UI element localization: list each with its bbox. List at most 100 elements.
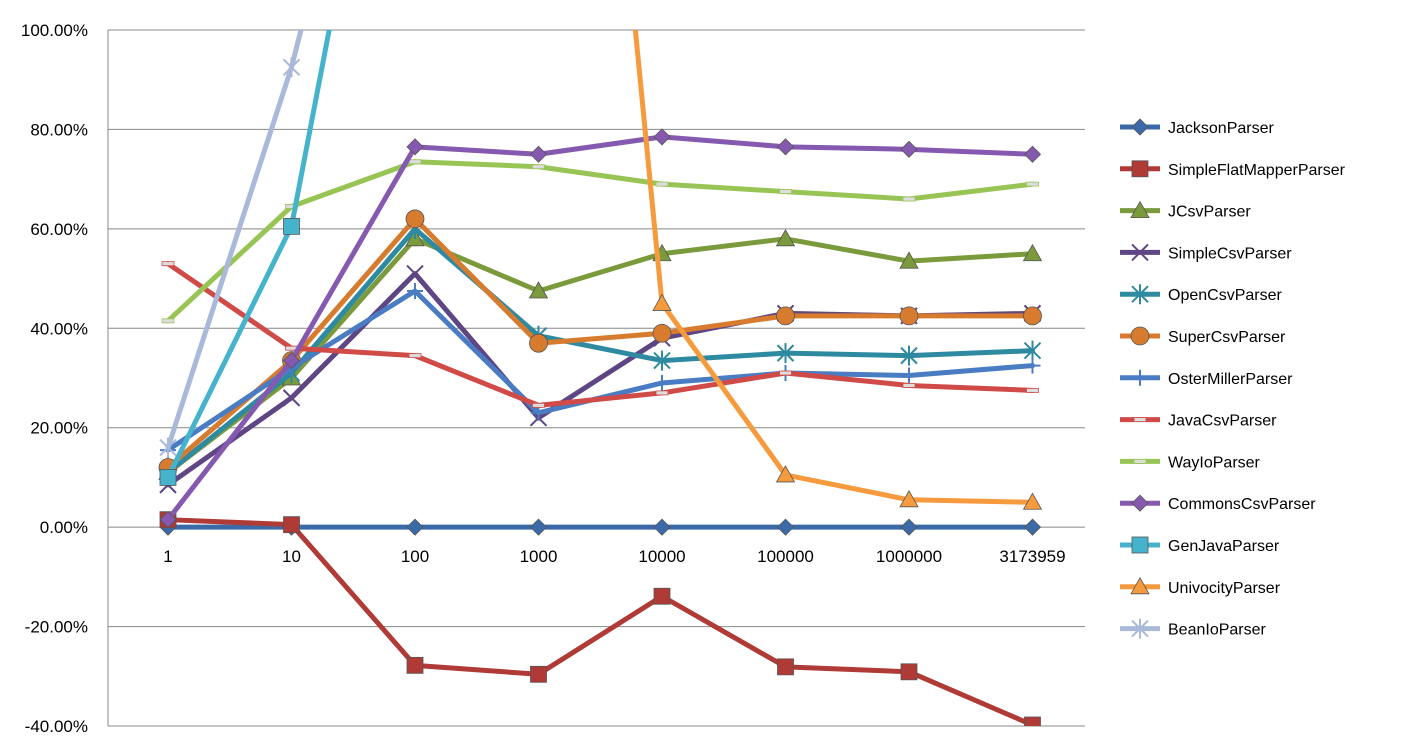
legend-item: SimpleCsvParser (1120, 243, 1292, 262)
data-point-marker (529, 333, 548, 353)
data-point-marker (775, 465, 796, 483)
data-point-marker (779, 370, 792, 376)
series-line (165, 159, 1035, 324)
series-line (165, 517, 1035, 726)
data-point-marker (899, 306, 919, 326)
x-tick-label: 100000 (757, 547, 814, 566)
data-point-marker (1023, 145, 1042, 163)
legend-label: CommonsCsvParser (1168, 496, 1316, 513)
data-point-marker (902, 196, 916, 202)
legend-item: SuperCsvParser (1120, 326, 1286, 346)
data-point-marker (902, 383, 916, 388)
data-point-marker (406, 656, 424, 674)
data-point-marker (282, 57, 301, 78)
series-UnivocityParser (632, 30, 1043, 510)
legend-swatch-marker (1131, 494, 1149, 512)
series-line (165, 216, 1035, 470)
data-point-marker (408, 159, 422, 165)
data-point-marker (776, 343, 795, 364)
x-axis-ticks: 1 10 100 1000 10000 100000 1000000 3173959 (163, 547, 1065, 566)
legend-swatch-marker (1131, 536, 1149, 554)
data-point-marker (159, 437, 177, 458)
data-point-marker (528, 281, 549, 299)
data-point-marker (1026, 181, 1039, 187)
data-point-marker (775, 228, 796, 247)
legend-label: SimpleCsvParser (1168, 245, 1292, 262)
legend-swatch-marker (1133, 417, 1147, 423)
x-tick-label: 10000 (638, 547, 685, 566)
legend-item: WayIoParser (1120, 454, 1261, 471)
series-SuperCsvParser (158, 209, 1042, 477)
data-point-marker (901, 367, 917, 384)
series-JavaCsvParser (161, 261, 1039, 408)
legend-swatch-marker (1131, 618, 1149, 639)
data-point-marker (653, 587, 671, 605)
data-point-marker (655, 181, 669, 187)
legend-swatch-marker (1132, 369, 1148, 386)
data-point-marker (1023, 306, 1042, 326)
data-point-marker (653, 518, 671, 536)
data-point-marker (1023, 340, 1042, 361)
data-point-marker (1023, 518, 1042, 536)
data-point-marker (406, 518, 424, 536)
data-point-marker (900, 345, 918, 366)
data-point-marker (653, 350, 671, 371)
data-point-marker (777, 658, 794, 676)
series-line (165, 134, 1035, 523)
legend-swatch-marker (1130, 576, 1150, 595)
legend-label: JacksonParser (1168, 120, 1274, 137)
series-GenJavaParser (159, 30, 332, 486)
data-point-marker (900, 663, 918, 681)
legend-label: BeanIoParser (1168, 622, 1267, 639)
y-tick-label: 100.00% (21, 21, 88, 40)
legend-label: JCsvParser (1168, 204, 1251, 221)
legend-label: GenJavaParser (1168, 538, 1280, 555)
legend-item: SimpleFlatMapperParser (1120, 160, 1346, 179)
legend-label: JavaCsvParser (1168, 413, 1277, 430)
legend-item: BeanIoParser (1120, 618, 1267, 639)
legend-swatch-marker (1130, 326, 1150, 346)
y-tick-label: 80.00% (30, 120, 88, 139)
data-point-marker (283, 516, 300, 534)
x-tick-label: 1000000 (876, 547, 942, 566)
x-tick-label: 1 (163, 547, 172, 566)
series-line (165, 261, 1035, 408)
data-point-marker (655, 390, 669, 396)
legend-item: OsterMillerParser (1120, 369, 1293, 388)
data-point-marker (529, 145, 548, 163)
data-point-marker (406, 264, 424, 283)
legend-swatch-marker (1133, 458, 1147, 464)
data-point-marker (899, 489, 919, 508)
data-point-marker (161, 318, 175, 324)
y-tick-label: -40.00% (25, 717, 88, 736)
legend-swatch-marker (1130, 200, 1150, 219)
legend-label: OsterMillerParser (1168, 371, 1293, 388)
y-axis-ticks: -40.00% -20.00% 0.00% 20.00% 40.00% 60.00% 80.… (21, 21, 88, 736)
data-point-marker (529, 518, 548, 536)
data-point-marker (1024, 716, 1041, 726)
y-tick-label: 20.00% (30, 419, 88, 438)
data-point-marker (405, 209, 425, 229)
data-point-marker (652, 323, 672, 343)
data-point-marker (654, 374, 670, 391)
y-tick-label: 40.00% (30, 319, 88, 338)
data-point-marker (1022, 492, 1043, 510)
data-point-marker (900, 140, 918, 158)
data-point-marker (776, 306, 795, 326)
series-group (158, 30, 1043, 726)
data-point-marker (653, 128, 671, 146)
legend: JacksonParser SimpleFlatMapperParser JCsvP… (1120, 118, 1346, 639)
data-point-marker (406, 138, 424, 156)
data-point-marker (532, 402, 545, 408)
legend-swatch-marker (1131, 118, 1149, 136)
y-tick-label: 60.00% (30, 220, 88, 239)
series-SimpleFlatMapperParser (159, 511, 1041, 726)
series-CommonsCsvParser (159, 128, 1042, 529)
legend-swatch-marker (1131, 284, 1149, 305)
data-point-marker (408, 353, 422, 359)
data-point-marker (900, 518, 918, 536)
data-point-marker (161, 261, 175, 267)
legend-swatch-marker (1131, 160, 1149, 178)
legend-item: CommonsCsvParser (1120, 494, 1316, 513)
